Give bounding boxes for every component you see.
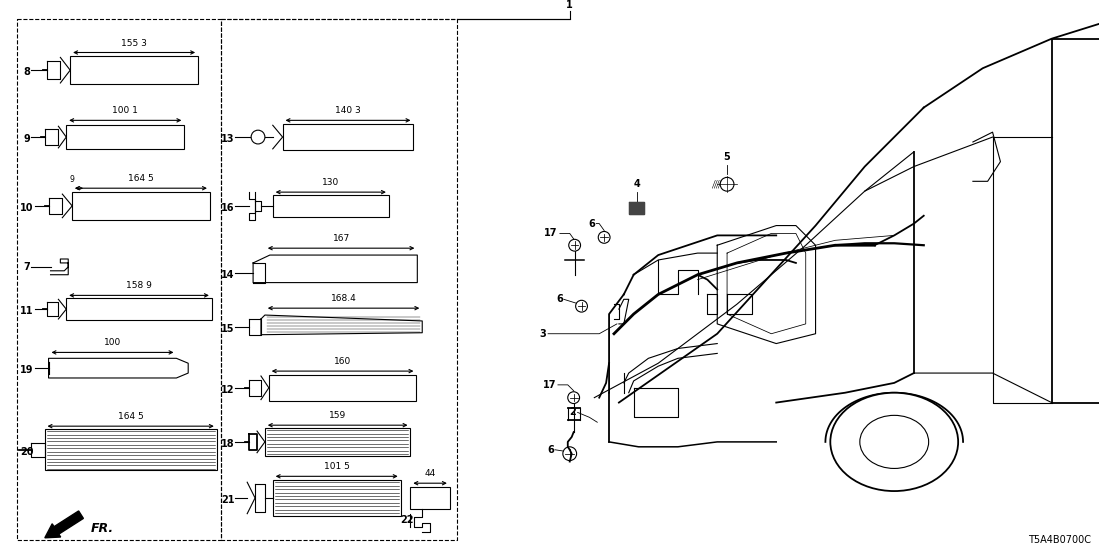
Bar [70, 57, 198, 84]
Text: 130: 130 [322, 178, 339, 187]
Text: 1: 1 [566, 0, 573, 10]
Ellipse shape [830, 393, 958, 491]
Text: T5A4B0700C: T5A4B0700C [1028, 535, 1091, 545]
Text: 160: 160 [334, 357, 351, 366]
Polygon shape [261, 315, 422, 335]
Bar [283, 124, 413, 150]
Text: 164 5: 164 5 [117, 412, 144, 421]
Text: 4: 4 [634, 179, 640, 189]
Text: 5: 5 [724, 152, 730, 162]
Circle shape [567, 392, 579, 403]
Text: 6: 6 [588, 219, 595, 229]
FancyArrow shape [44, 511, 83, 538]
Text: 101 5: 101 5 [324, 463, 350, 471]
Text: 14: 14 [220, 270, 234, 280]
Bar [269, 375, 417, 401]
Text: 168.4: 168.4 [330, 294, 357, 303]
Text: 6: 6 [556, 294, 563, 304]
Text: 17: 17 [543, 380, 556, 390]
Text: 3: 3 [540, 329, 546, 338]
Polygon shape [253, 255, 418, 283]
Text: 164 5: 164 5 [129, 175, 154, 183]
Text: 21: 21 [220, 495, 234, 505]
Text: 100: 100 [104, 338, 121, 347]
Text: 155 3: 155 3 [121, 39, 147, 48]
Text: 10: 10 [20, 203, 33, 213]
Text: 7: 7 [23, 262, 30, 272]
Bar [265, 428, 410, 456]
Bar [66, 125, 184, 150]
Text: 9: 9 [70, 175, 74, 184]
Bar [44, 429, 217, 470]
Text: 20: 20 [20, 447, 33, 456]
Text: 13: 13 [220, 134, 234, 144]
Text: 100 1: 100 1 [112, 106, 138, 115]
Text: 158 9: 158 9 [126, 281, 152, 290]
Bar [273, 480, 401, 516]
Polygon shape [628, 202, 645, 214]
Text: 8: 8 [23, 67, 30, 77]
Text: 167: 167 [332, 234, 350, 243]
Circle shape [568, 239, 581, 251]
Text: 2: 2 [568, 407, 576, 417]
Text: 44: 44 [424, 469, 435, 478]
Text: FR.: FR. [91, 522, 114, 535]
Polygon shape [51, 259, 69, 275]
Bar [66, 299, 212, 320]
Circle shape [252, 130, 265, 144]
Text: 15: 15 [220, 324, 234, 334]
Text: 17: 17 [544, 228, 558, 238]
Text: 22: 22 [401, 515, 414, 525]
Bar [72, 192, 209, 220]
Text: 16: 16 [220, 203, 234, 213]
Ellipse shape [860, 416, 929, 469]
Polygon shape [49, 358, 188, 378]
Bar [410, 487, 450, 509]
Text: 19: 19 [20, 365, 33, 375]
Text: 12: 12 [220, 385, 234, 395]
Circle shape [576, 300, 587, 312]
Circle shape [598, 232, 611, 243]
Circle shape [563, 447, 576, 460]
Text: 18: 18 [220, 439, 235, 449]
Text: 140 3: 140 3 [335, 106, 361, 115]
Text: 11: 11 [20, 306, 33, 316]
Circle shape [720, 177, 733, 191]
Bar [273, 195, 389, 217]
Text: 159: 159 [329, 411, 347, 420]
Text: 9: 9 [23, 134, 30, 144]
Text: 6: 6 [547, 445, 554, 455]
